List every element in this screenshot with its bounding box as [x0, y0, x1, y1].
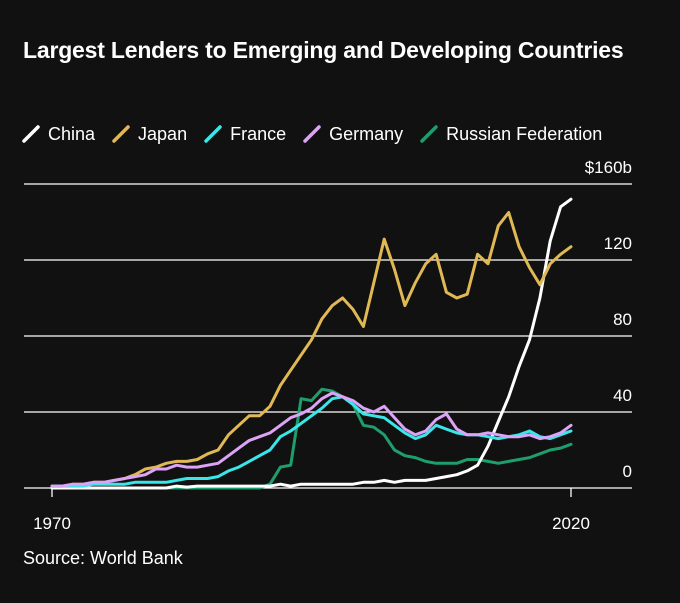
legend-item-china: China	[22, 124, 95, 145]
x-tick-label: 1970	[33, 514, 71, 533]
legend-swatch	[22, 125, 40, 143]
legend-swatch	[112, 125, 130, 143]
legend-item-russian-federation: Russian Federation	[420, 124, 602, 145]
legend-label: Russian Federation	[446, 123, 603, 144]
series-lines	[50, 197, 573, 490]
legend-label: China	[48, 123, 96, 144]
y-tick-label: $160b	[585, 158, 632, 177]
x-axis-labels: 1970 2020	[33, 488, 590, 533]
y-tick-label: 80	[613, 310, 632, 329]
chart-title: Largest Lenders to Emerging and Developi…	[23, 37, 624, 63]
legend-item-germany: Germany	[303, 124, 403, 145]
y-tick-label: 0	[623, 462, 632, 481]
legend-swatch	[204, 125, 222, 143]
series-line-china	[50, 197, 573, 490]
y-tick-label: 40	[613, 386, 632, 405]
legend-item-france: France	[204, 124, 286, 145]
series-line-germany	[50, 391, 573, 488]
legend-label: Japan	[138, 123, 188, 144]
legend-item-japan: Japan	[112, 124, 187, 145]
legend-swatch	[303, 125, 321, 143]
legend: China Japan France Germany Russian Federatio…	[22, 122, 619, 146]
series-line-france	[50, 395, 573, 488]
series-line-japan	[50, 211, 573, 488]
source-note: Source: World Bank	[23, 548, 183, 568]
y-axis-labels: $160b 120 80 40 0	[585, 158, 632, 481]
legend-label: France	[230, 123, 287, 144]
grid-lines	[24, 183, 632, 489]
x-tick-label: 2020	[552, 514, 590, 533]
legend-swatch	[420, 125, 438, 143]
legend-label: Germany	[329, 123, 404, 144]
y-tick-label: 120	[604, 234, 632, 253]
